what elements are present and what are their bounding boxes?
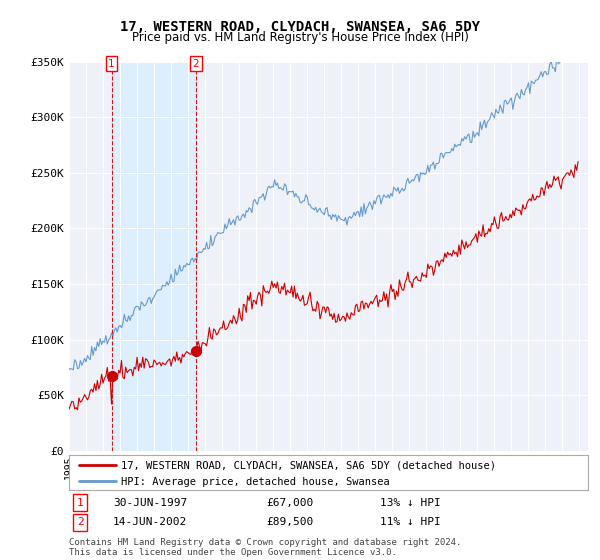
Text: £89,500: £89,500: [266, 517, 313, 528]
Text: 1: 1: [108, 59, 115, 69]
Bar: [112, 62, 196, 451]
Text: 14-JUN-2002: 14-JUN-2002: [113, 517, 187, 528]
Text: HPI: Average price, detached house, Swansea: HPI: Average price, detached house, Swan…: [121, 477, 389, 487]
Text: 1: 1: [77, 498, 83, 508]
Text: 30-JUN-1997: 30-JUN-1997: [113, 498, 187, 508]
Text: 17, WESTERN ROAD, CLYDACH, SWANSEA, SA6 5DY: 17, WESTERN ROAD, CLYDACH, SWANSEA, SA6 …: [120, 20, 480, 34]
Text: 17, WESTERN ROAD, CLYDACH, SWANSEA, SA6 5DY (detached house): 17, WESTERN ROAD, CLYDACH, SWANSEA, SA6 …: [121, 461, 496, 471]
Text: Contains HM Land Registry data © Crown copyright and database right 2024.
This d: Contains HM Land Registry data © Crown c…: [69, 538, 461, 557]
Text: 2: 2: [77, 517, 83, 528]
Text: 2: 2: [193, 59, 199, 69]
Text: Price paid vs. HM Land Registry's House Price Index (HPI): Price paid vs. HM Land Registry's House …: [131, 31, 469, 44]
Text: £67,000: £67,000: [266, 498, 313, 508]
Text: 13% ↓ HPI: 13% ↓ HPI: [380, 498, 441, 508]
Text: 11% ↓ HPI: 11% ↓ HPI: [380, 517, 441, 528]
